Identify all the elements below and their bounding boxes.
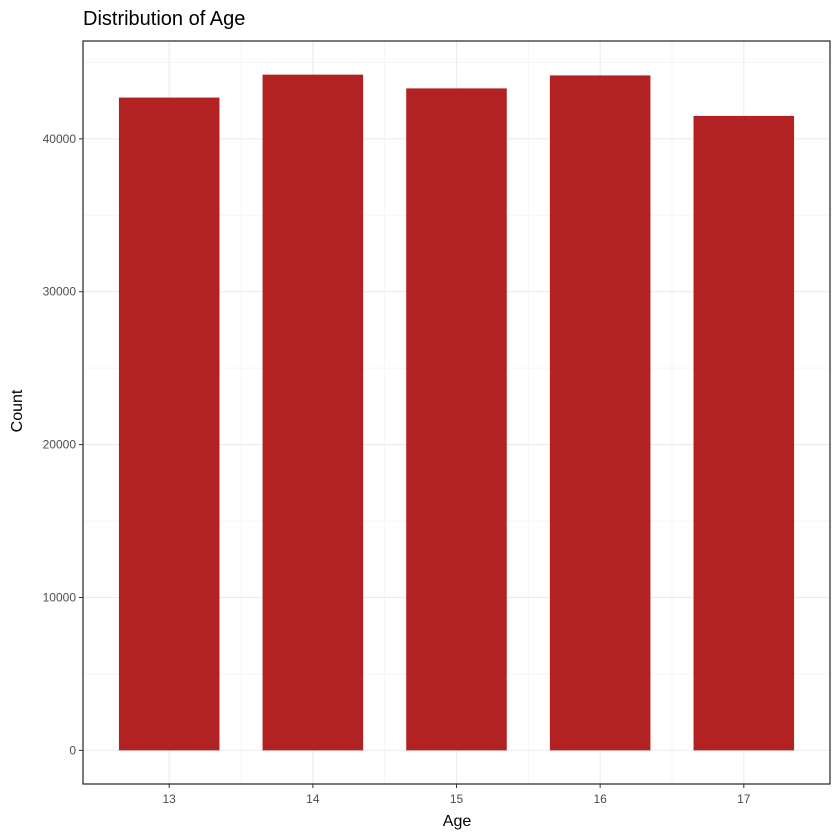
x-tick-label: 16 <box>593 792 607 806</box>
bar-age-17 <box>693 115 795 751</box>
y-axis-title: Count <box>9 389 26 432</box>
y-tick-label: 0 <box>69 743 76 757</box>
bar-age-16 <box>549 75 651 751</box>
bar-age-14 <box>262 74 364 751</box>
y-tick-label: 20000 <box>43 438 77 452</box>
bar-age-13 <box>118 97 220 751</box>
x-tick-label: 17 <box>737 792 751 806</box>
x-tick-label: 14 <box>306 792 320 806</box>
x-axis-title: Age <box>443 813 472 830</box>
bars <box>118 74 795 751</box>
y-axis: 0 10000 20000 30000 40000 <box>43 132 83 757</box>
x-tick-label: 13 <box>163 792 177 806</box>
y-tick-label: 40000 <box>43 132 77 146</box>
x-axis: 13 14 15 16 17 <box>163 784 751 806</box>
chart-title: Distribution of Age <box>83 8 245 30</box>
y-tick-label: 10000 <box>43 590 77 604</box>
y-tick-label: 30000 <box>43 285 77 299</box>
x-tick-label: 15 <box>450 792 464 806</box>
bar-age-15 <box>406 88 507 751</box>
